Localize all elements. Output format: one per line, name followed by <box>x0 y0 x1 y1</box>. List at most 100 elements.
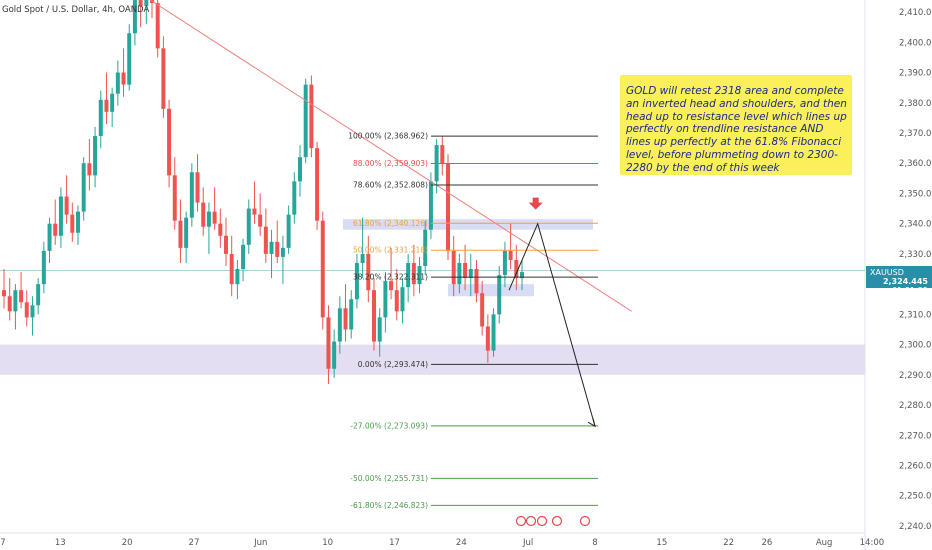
candle-body <box>13 290 18 312</box>
shoulder-box <box>448 284 534 297</box>
candle-body <box>451 250 456 285</box>
candle-body <box>269 241 274 254</box>
candle-body <box>508 250 513 260</box>
projection-arrowhead <box>587 418 596 428</box>
candle-body <box>514 259 519 279</box>
candle-body <box>235 269 240 285</box>
candle-body <box>87 163 92 176</box>
candle-body <box>241 244 246 270</box>
candle-body <box>167 108 172 176</box>
candle-body <box>144 0 149 7</box>
price-tag-value: 2,324.445 <box>882 277 928 286</box>
analysis-note: GOLD will retest 2318 area and complete … <box>620 75 852 175</box>
candle-body <box>24 302 29 318</box>
candle-body <box>389 281 394 291</box>
candle-body <box>7 296 12 312</box>
x-tick-label: 20 <box>122 538 133 548</box>
candle-body <box>343 308 348 330</box>
fib-level-label: 100.00% (2,368.962) <box>348 132 428 141</box>
x-tick-label: 14:00 <box>860 538 885 548</box>
candle-body <box>491 314 496 351</box>
x-tick-label: 17 <box>389 538 400 548</box>
fib-level-label: 78.60% (2,352.808) <box>353 180 428 189</box>
candle-body <box>463 262 468 279</box>
x-tick-label: 7 <box>0 538 5 548</box>
candle-body <box>394 290 399 312</box>
candle-body <box>502 250 507 276</box>
candle-body <box>41 250 46 285</box>
candle-body <box>115 72 120 94</box>
candle-body <box>98 99 103 137</box>
x-tick-label: 27 <box>189 538 200 548</box>
candle-body <box>446 163 450 251</box>
candle-body <box>303 84 308 158</box>
support-zone <box>0 344 865 375</box>
candle-body <box>138 0 143 7</box>
price-tag-countdown: 01:51:25 <box>892 286 928 295</box>
candle-body <box>497 275 502 315</box>
candle-body <box>127 33 132 85</box>
candle-body <box>411 262 416 285</box>
y-tick-label: 2,240.000 <box>899 522 932 532</box>
candle-body <box>474 269 479 294</box>
candle-body <box>229 253 234 285</box>
y-tick-label: 2,360.000 <box>899 159 932 169</box>
projection-path <box>508 222 596 427</box>
fib-level-label: -61.80% (2,246.823) <box>350 501 428 510</box>
candle-body <box>178 220 183 248</box>
y-tick-label: 2,290.000 <box>899 371 932 381</box>
x-tick-label: 22 <box>723 538 734 548</box>
candle-body <box>383 281 388 318</box>
y-tick-label: 2,370.000 <box>899 129 932 139</box>
candle-body <box>360 253 365 263</box>
x-tick-label: 26 <box>761 538 772 548</box>
candle-body <box>218 223 223 236</box>
candle-body <box>2 290 6 297</box>
x-tick-label: Aug <box>816 538 833 548</box>
candle-body <box>485 326 490 351</box>
candle-body <box>366 253 371 291</box>
candle-body <box>206 211 211 227</box>
y-tick-label: 2,410.000 <box>899 8 932 18</box>
candle-body <box>19 290 24 303</box>
candle-body <box>457 262 462 285</box>
candle-body <box>252 208 257 215</box>
y-tick-label: 2,250.000 <box>899 492 932 502</box>
candle-body <box>400 287 405 312</box>
candle-body <box>315 148 320 221</box>
y-tick-label: 2,400.000 <box>899 38 932 48</box>
current-price-tag: XAUUSD 2,324.445 01:51:25 <box>866 266 932 295</box>
economic-event-icon <box>551 515 563 527</box>
candle-body <box>337 308 342 342</box>
candle-body <box>377 317 382 342</box>
candle-body <box>212 211 217 224</box>
price-tag-symbol: XAUUSD <box>870 268 904 277</box>
fib-level-label: 0.00% (2,293.474) <box>358 360 428 369</box>
candle-body <box>406 262 411 288</box>
candle-body <box>354 262 359 300</box>
fib-level-label: -27.00% (2,273.093) <box>350 421 428 430</box>
fib-level-label: 61.80% (2,340.126) <box>353 219 428 228</box>
y-tick-label: 2,350.000 <box>899 189 932 199</box>
x-tick-label: 13 <box>55 538 66 548</box>
candle-body <box>309 84 314 149</box>
resistance-trendline <box>149 0 632 312</box>
candle-body <box>155 3 160 49</box>
resistance-box <box>343 219 593 230</box>
candle-body <box>110 93 115 112</box>
y-tick-label: 2,260.000 <box>899 462 932 472</box>
fib-level-label: 38.20% (2,322.311) <box>353 273 428 282</box>
candle-body <box>53 223 58 236</box>
x-tick-label: 24 <box>456 538 467 548</box>
candle-body <box>172 175 177 221</box>
candle-body <box>258 214 263 227</box>
candle-body <box>480 293 485 327</box>
x-tick-label: 15 <box>656 538 667 548</box>
candle-body <box>201 202 206 227</box>
candle-body <box>81 163 86 212</box>
y-tick-label: 2,310.000 <box>899 310 932 320</box>
y-tick-label: 2,270.000 <box>899 431 932 441</box>
candle-body <box>58 196 63 236</box>
candle-body <box>428 181 433 230</box>
